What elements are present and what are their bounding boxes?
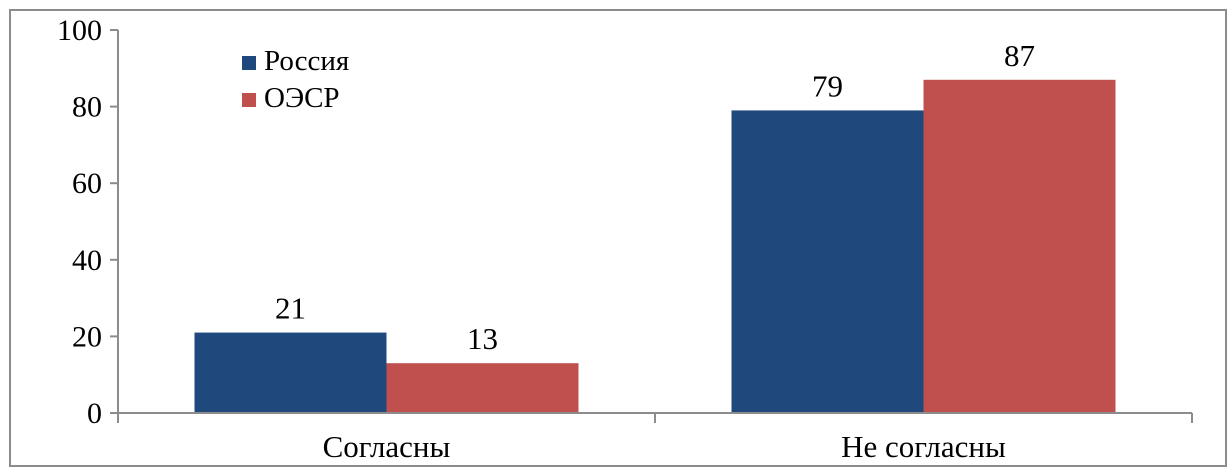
y-tick-label: 40 bbox=[72, 244, 102, 277]
x-category-label: Не согласны bbox=[841, 429, 1006, 464]
data-label: 79 bbox=[812, 68, 843, 103]
axes-group bbox=[117, 30, 1193, 423]
data-label: 87 bbox=[1004, 38, 1035, 73]
legend-swatch bbox=[242, 93, 256, 107]
bar bbox=[923, 79, 1116, 413]
bar bbox=[194, 332, 387, 413]
category-labels-group: Согласны Не согласны bbox=[323, 429, 1006, 464]
y-axis-ticks: 0 20 40 60 80 100 bbox=[57, 14, 118, 430]
data-label: 21 bbox=[275, 291, 306, 326]
bars-group bbox=[194, 79, 1116, 414]
y-tick-label: 60 bbox=[72, 167, 102, 200]
y-tick-label: 80 bbox=[72, 91, 102, 124]
legend-swatch bbox=[242, 56, 256, 70]
y-tick-label: 0 bbox=[87, 397, 102, 430]
legend-label: ОЭСР bbox=[264, 82, 340, 114]
legend: Россия ОЭСР bbox=[242, 45, 349, 114]
y-tick-label: 20 bbox=[72, 320, 102, 353]
data-labels-group: 21 13 79 87 bbox=[275, 38, 1035, 356]
y-tick-label: 100 bbox=[57, 14, 102, 47]
bar bbox=[731, 110, 924, 414]
data-label: 13 bbox=[467, 321, 498, 356]
x-category-label: Согласны bbox=[323, 429, 451, 464]
bar bbox=[386, 363, 579, 413]
legend-label: Россия bbox=[264, 45, 349, 77]
